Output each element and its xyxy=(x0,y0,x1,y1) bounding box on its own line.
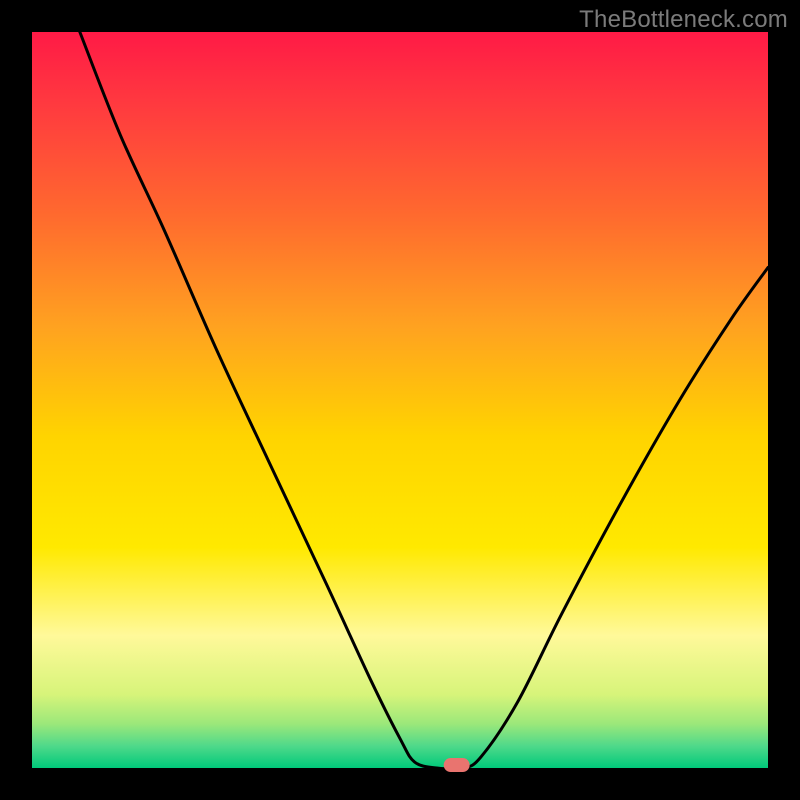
plot-area xyxy=(32,32,768,768)
watermark-text: TheBottleneck.com xyxy=(579,6,788,34)
minimum-marker xyxy=(444,758,470,772)
bottleneck-chart xyxy=(0,0,800,800)
chart-container: TheBottleneck.com xyxy=(0,0,800,800)
